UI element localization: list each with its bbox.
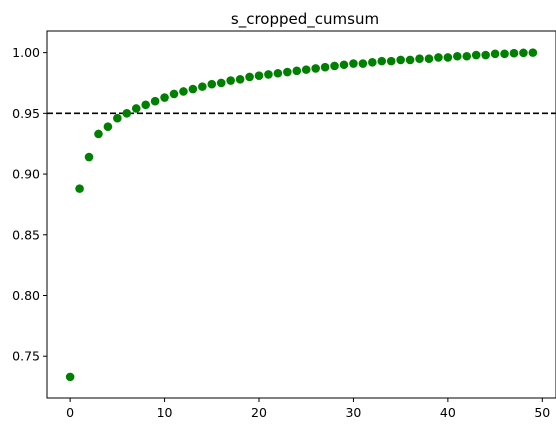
y-axis: 0.75 0.80 0.85 0.90 0.95 1.00 [12, 45, 47, 364]
data-points-layer [65, 48, 538, 382]
y-tick-label: 0.90 [12, 167, 40, 182]
plot-frame [46, 30, 556, 399]
data-point [150, 96, 160, 106]
data-point [207, 79, 217, 89]
data-point [65, 372, 75, 382]
data-point [349, 59, 358, 68]
data-point [301, 65, 311, 74]
data-point [528, 48, 538, 57]
data-point [169, 89, 179, 99]
data-point [339, 60, 349, 70]
data-point [471, 50, 481, 60]
data-point [481, 50, 490, 60]
data-point [405, 55, 415, 65]
data-point [292, 66, 302, 76]
chart-title: s_cropped_cumsum [231, 10, 379, 29]
x-tick-label: 30 [345, 405, 361, 420]
y-tick-label: 0.80 [12, 288, 40, 303]
data-point [519, 48, 528, 58]
data-point [424, 54, 434, 63]
data-point [320, 62, 330, 72]
data-point [490, 49, 500, 59]
data-point [245, 72, 254, 82]
data-point [434, 53, 443, 62]
x-tick-label: 40 [440, 405, 456, 420]
y-tick-label: 1.00 [12, 45, 40, 60]
x-tick-label: 50 [534, 405, 550, 420]
data-point [368, 58, 377, 67]
data-point [377, 56, 387, 66]
data-point [264, 70, 273, 79]
data-point [396, 55, 405, 65]
data-point [273, 68, 283, 78]
data-point [386, 56, 396, 66]
data-point [141, 100, 150, 110]
data-point [188, 84, 198, 94]
data-point [358, 59, 368, 68]
data-point [226, 76, 235, 85]
data-point [283, 67, 292, 77]
data-point [84, 152, 94, 162]
data-point [311, 64, 320, 73]
data-point [235, 75, 245, 84]
y-tick-label: 0.95 [12, 106, 40, 121]
data-point [254, 71, 264, 80]
data-point [131, 104, 141, 113]
data-point [160, 93, 169, 102]
x-tick-label: 0 [66, 405, 74, 420]
data-point [103, 122, 113, 131]
data-point [500, 49, 509, 59]
x-tick-label: 20 [251, 405, 267, 420]
data-point [216, 78, 226, 88]
data-point [462, 51, 472, 61]
x-axis: 0 10 20 30 40 50 [66, 398, 550, 420]
x-tick-label: 10 [157, 405, 173, 420]
data-point [509, 48, 519, 58]
data-point [443, 53, 453, 62]
data-point [453, 51, 462, 61]
y-tick-label: 0.85 [12, 227, 40, 242]
y-tick-label: 0.75 [12, 349, 40, 364]
data-point [75, 184, 84, 193]
data-point [330, 61, 339, 71]
data-point [198, 82, 207, 91]
data-point [415, 54, 424, 63]
data-point [179, 87, 188, 96]
data-point [122, 109, 132, 118]
data-point [113, 113, 122, 123]
data-point [94, 129, 103, 139]
